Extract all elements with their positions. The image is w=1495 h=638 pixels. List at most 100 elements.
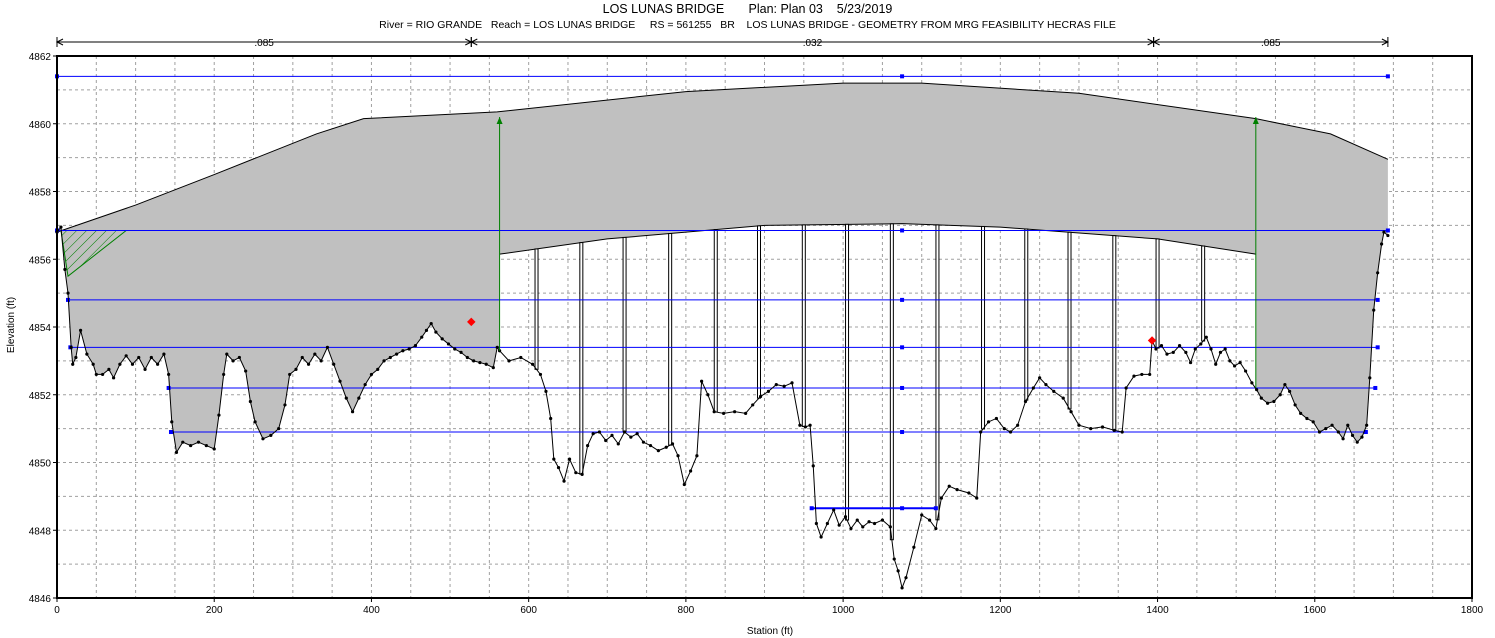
ground-point: [819, 535, 823, 539]
ground-point: [744, 411, 748, 415]
ground-point: [130, 362, 135, 366]
water-surface-marker: [900, 385, 905, 390]
ground-point: [837, 523, 841, 527]
ground-point: [814, 521, 818, 526]
ground-point: [269, 433, 273, 437]
ground-point: [85, 352, 89, 356]
ground-point: [495, 345, 499, 349]
water-surface-marker: [1363, 430, 1368, 435]
bridge-pier: [622, 236, 627, 433]
ground-point: [74, 355, 78, 360]
ground-point: [162, 352, 166, 356]
ground-point: [1266, 401, 1270, 405]
ground-point: [597, 430, 602, 434]
ground-point: [549, 416, 553, 421]
ground-point: [306, 362, 311, 366]
water-surface-marker: [933, 506, 938, 511]
ground-point: [567, 457, 572, 461]
mannings-n-label: .085: [254, 38, 274, 49]
water-surface-marker: [1385, 74, 1390, 79]
x-tick-label: 400: [363, 605, 380, 616]
ground-point: [112, 376, 116, 380]
ground-point: [401, 349, 405, 353]
ground-point: [861, 525, 865, 529]
ground-point: [237, 355, 241, 360]
bridge-pier: [668, 233, 673, 446]
ground-point: [1272, 399, 1276, 404]
ground-point: [1188, 360, 1193, 365]
bridge-pier: [1112, 235, 1117, 431]
ground-point: [78, 328, 83, 332]
y-tick-label: 4848: [29, 526, 52, 537]
ground-point: [478, 360, 482, 365]
ground-point: [552, 457, 556, 461]
ground-point: [253, 420, 257, 424]
ground-point: [91, 362, 95, 366]
ground-point: [803, 425, 807, 429]
ground-point: [300, 355, 304, 360]
ground-point: [222, 372, 226, 377]
ground-point: [484, 362, 488, 366]
abutment-arrowhead: [496, 116, 503, 124]
ground-point: [530, 362, 535, 366]
ground-point: [1365, 423, 1369, 427]
ground-point: [641, 440, 646, 444]
ground-point: [519, 355, 523, 360]
x-tick-label: 0: [54, 605, 60, 616]
ground-point: [350, 410, 355, 414]
ground-point: [1324, 427, 1328, 431]
ground-point: [453, 347, 457, 351]
ground-point: [604, 438, 608, 443]
line-layer: [55, 74, 1390, 590]
ground-point: [695, 454, 699, 458]
ground-point: [1350, 433, 1355, 437]
ground-point: [616, 442, 620, 446]
ground-point: [1100, 425, 1105, 429]
x-tick-label: 600: [520, 605, 537, 616]
water-surface-marker: [900, 297, 905, 302]
ground-point: [149, 355, 153, 360]
ground-point: [363, 382, 367, 387]
ground-point: [676, 454, 680, 458]
ground-point: [912, 545, 916, 549]
ground-point: [472, 359, 476, 363]
ground-point: [622, 430, 627, 434]
ground-point: [1023, 399, 1028, 404]
ground-point: [712, 410, 716, 414]
ground-point: [225, 352, 229, 356]
ground-point: [1346, 423, 1350, 427]
ground-point: [1218, 350, 1223, 355]
ground-point: [1089, 427, 1093, 431]
ground-point: [1031, 386, 1035, 390]
ground-point: [1259, 396, 1263, 400]
ground-point: [440, 337, 444, 341]
x-tick-label: 1000: [832, 605, 855, 616]
ground-point: [648, 443, 653, 448]
ground-point: [465, 355, 469, 360]
ground-point: [1159, 344, 1164, 348]
ground-point: [196, 440, 201, 444]
ground-point: [635, 432, 639, 436]
ground-point: [376, 367, 380, 371]
ground-point: [1209, 347, 1213, 351]
ground-point: [927, 518, 932, 522]
mannings-n-arrow: [55, 38, 64, 46]
ground-point: [888, 525, 892, 529]
ground-point: [798, 423, 802, 427]
ground-point: [1204, 335, 1208, 339]
bridge-pier: [935, 224, 940, 521]
ground-point: [580, 472, 584, 476]
ground-point: [204, 443, 208, 448]
y-tick-label: 4856: [29, 255, 52, 266]
ground-point: [849, 526, 853, 531]
ground-point: [69, 345, 73, 349]
ground-point: [118, 362, 122, 366]
ground-point: [664, 445, 668, 449]
ground-point: [424, 328, 429, 332]
ground-point: [733, 410, 737, 414]
ground-point: [1376, 271, 1380, 275]
ground-point: [170, 420, 174, 424]
bridge-pier: [981, 225, 986, 430]
ground-point: [288, 372, 292, 377]
